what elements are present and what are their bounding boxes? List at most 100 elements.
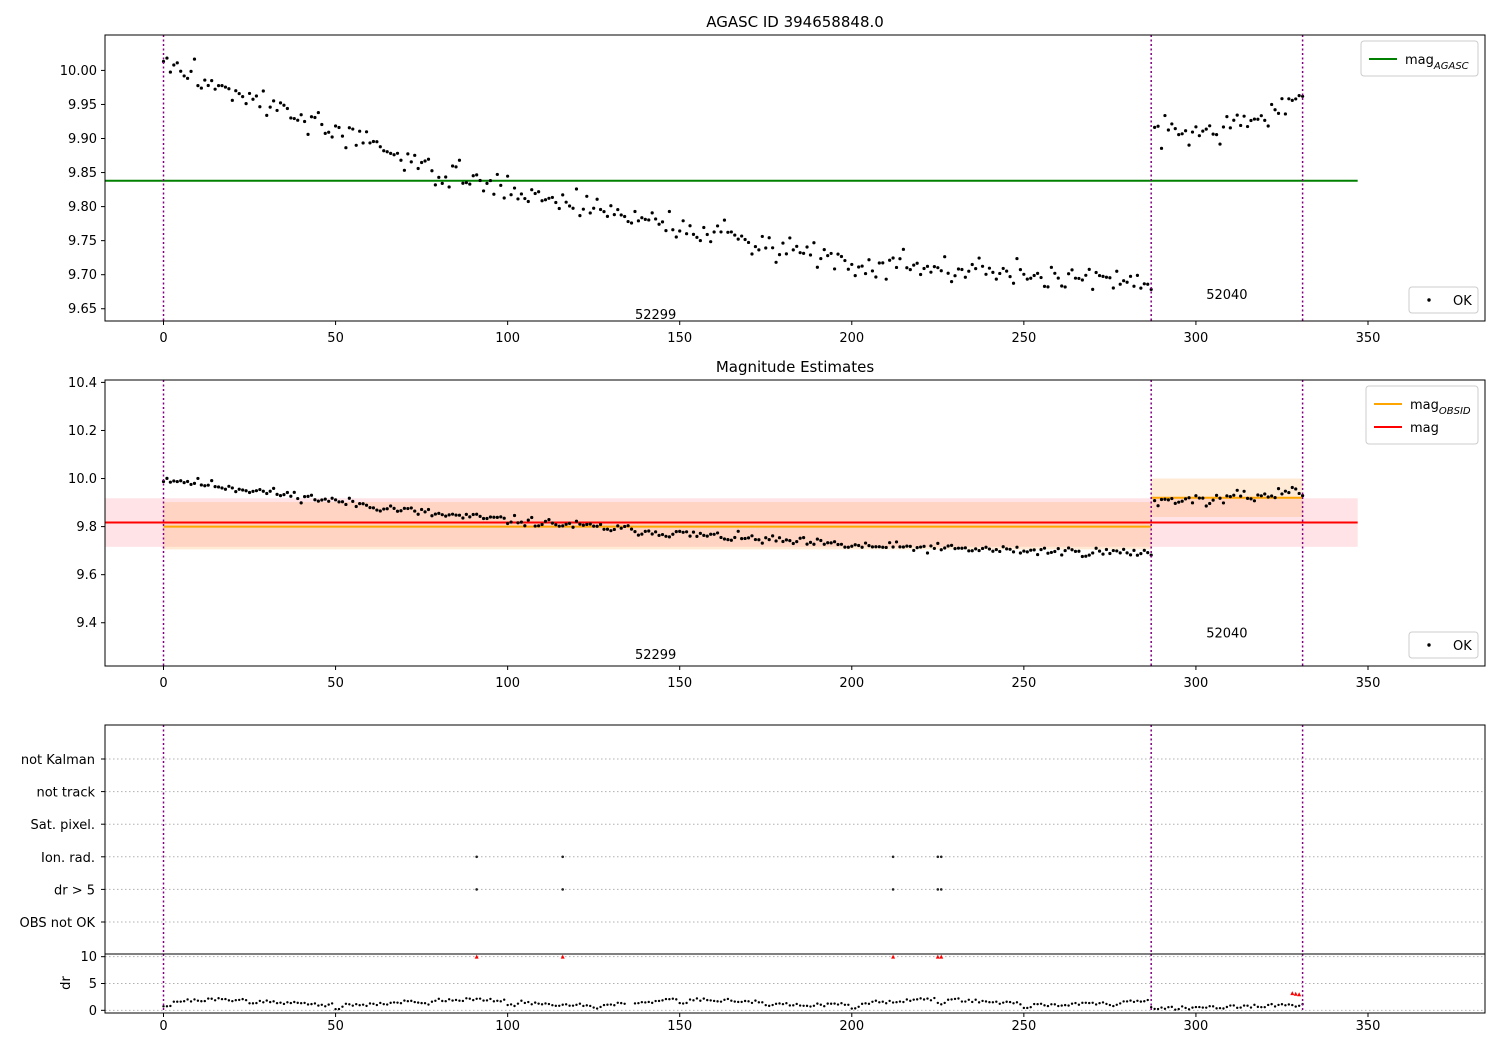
data-point-ok bbox=[984, 272, 988, 276]
dr-point bbox=[434, 999, 437, 1002]
dr-point bbox=[599, 1005, 602, 1009]
x-tick-label: 50 bbox=[327, 331, 344, 346]
dr-point bbox=[496, 999, 499, 1003]
dr-point bbox=[468, 997, 471, 1000]
data-point-ok bbox=[647, 218, 651, 222]
data-point-ok bbox=[1283, 489, 1287, 493]
dr-point bbox=[957, 997, 960, 1000]
dr-point bbox=[1205, 1006, 1208, 1009]
data-point-ok bbox=[265, 491, 269, 496]
data-point-ok bbox=[777, 252, 782, 257]
data-point-ok bbox=[1097, 549, 1102, 553]
legend-subscript: OBSID bbox=[1439, 406, 1471, 417]
data-point-ok bbox=[925, 551, 930, 555]
dr-point bbox=[403, 999, 406, 1002]
data-point-ok bbox=[956, 267, 961, 271]
data-point-ok bbox=[1128, 274, 1133, 278]
data-point-ok bbox=[691, 232, 696, 237]
data-point-ok bbox=[595, 197, 599, 201]
dr-point bbox=[258, 999, 262, 1003]
dr-point bbox=[241, 997, 244, 1001]
dr-point bbox=[757, 1001, 761, 1004]
dr-point bbox=[1191, 1006, 1194, 1009]
data-point-ok bbox=[712, 532, 716, 536]
data-point-ok bbox=[165, 56, 169, 60]
data-point-ok bbox=[908, 544, 912, 548]
data-point-ok bbox=[998, 271, 1002, 276]
data-point-ok bbox=[585, 522, 589, 527]
dr-point bbox=[1211, 1005, 1215, 1008]
dr-point bbox=[637, 1001, 640, 1005]
data-point-ok bbox=[605, 214, 610, 218]
dr-point bbox=[255, 1001, 258, 1005]
flags-panel: not Kalman not track Sat. pixel. Ion. rad. d… bbox=[20, 724, 1486, 955]
dr-point bbox=[351, 1004, 354, 1007]
dr-point bbox=[878, 1001, 881, 1004]
data-point-ok bbox=[430, 514, 434, 518]
dr-point bbox=[324, 1005, 327, 1008]
dr-point bbox=[888, 999, 891, 1003]
data-point-ok bbox=[516, 197, 520, 201]
data-point-ok bbox=[454, 165, 458, 169]
dr-point bbox=[482, 999, 485, 1002]
data-point-ok bbox=[905, 266, 909, 270]
data-point-ok bbox=[1118, 551, 1122, 555]
dr-point bbox=[558, 1004, 561, 1007]
data-point-ok bbox=[550, 521, 554, 525]
data-point-ok bbox=[433, 512, 437, 516]
data-point-ok bbox=[843, 258, 847, 263]
data-point-ok bbox=[502, 516, 506, 520]
dr-point bbox=[337, 1007, 341, 1011]
dr-point bbox=[427, 1003, 430, 1006]
data-point-ok bbox=[1204, 127, 1208, 131]
data-point-ok bbox=[791, 248, 795, 252]
data-point-ok bbox=[261, 489, 265, 493]
data-point-ok bbox=[375, 140, 379, 144]
dr-point bbox=[589, 1004, 592, 1008]
data-point-ok bbox=[402, 506, 407, 510]
data-point-ok bbox=[1139, 286, 1143, 290]
data-point-ok bbox=[1301, 94, 1305, 98]
data-point-ok bbox=[949, 280, 954, 284]
y-tick-label: 10.00 bbox=[60, 64, 97, 79]
data-point-ok bbox=[557, 524, 561, 528]
data-point-ok bbox=[1018, 268, 1023, 272]
dr-point bbox=[915, 998, 919, 1001]
data-point-ok bbox=[922, 544, 926, 548]
y-tick-label: 5 bbox=[89, 977, 97, 992]
data-point-ok bbox=[430, 169, 434, 173]
dr-point bbox=[764, 1003, 767, 1007]
data-point-ok bbox=[798, 251, 802, 255]
dr-point bbox=[1184, 1006, 1187, 1010]
data-point-ok bbox=[798, 536, 802, 540]
data-point-ok bbox=[471, 174, 475, 178]
dr-point bbox=[1057, 1004, 1060, 1008]
data-point-ok bbox=[623, 214, 627, 219]
dr-point bbox=[668, 998, 671, 1001]
dr-point bbox=[991, 1001, 995, 1004]
data-point-ok bbox=[1180, 132, 1184, 136]
dr-point bbox=[857, 1005, 860, 1008]
dr-point bbox=[633, 1002, 637, 1005]
data-point-ok bbox=[791, 541, 795, 546]
dr-point bbox=[1088, 1001, 1091, 1005]
data-point-ok bbox=[1259, 494, 1263, 498]
data-point-ok bbox=[433, 183, 437, 187]
data-point-ok bbox=[987, 547, 992, 551]
dr-point bbox=[847, 1003, 850, 1006]
data-point-ok bbox=[1063, 548, 1067, 553]
data-point-ok bbox=[836, 252, 840, 256]
data-point-ok bbox=[974, 267, 978, 271]
data-point-ok bbox=[884, 545, 888, 550]
data-point-ok bbox=[289, 494, 293, 498]
x-tick-label: 350 bbox=[1356, 1019, 1381, 1034]
dr-point bbox=[437, 997, 441, 1001]
data-point-ok bbox=[1094, 270, 1098, 275]
data-point-ok bbox=[210, 479, 214, 483]
data-point-ok bbox=[1070, 268, 1074, 272]
data-point-ok bbox=[939, 548, 943, 552]
data-point-ok bbox=[891, 256, 895, 260]
dr-point bbox=[358, 1003, 361, 1007]
data-point-ok bbox=[382, 507, 386, 511]
dr-point bbox=[1215, 1007, 1218, 1010]
